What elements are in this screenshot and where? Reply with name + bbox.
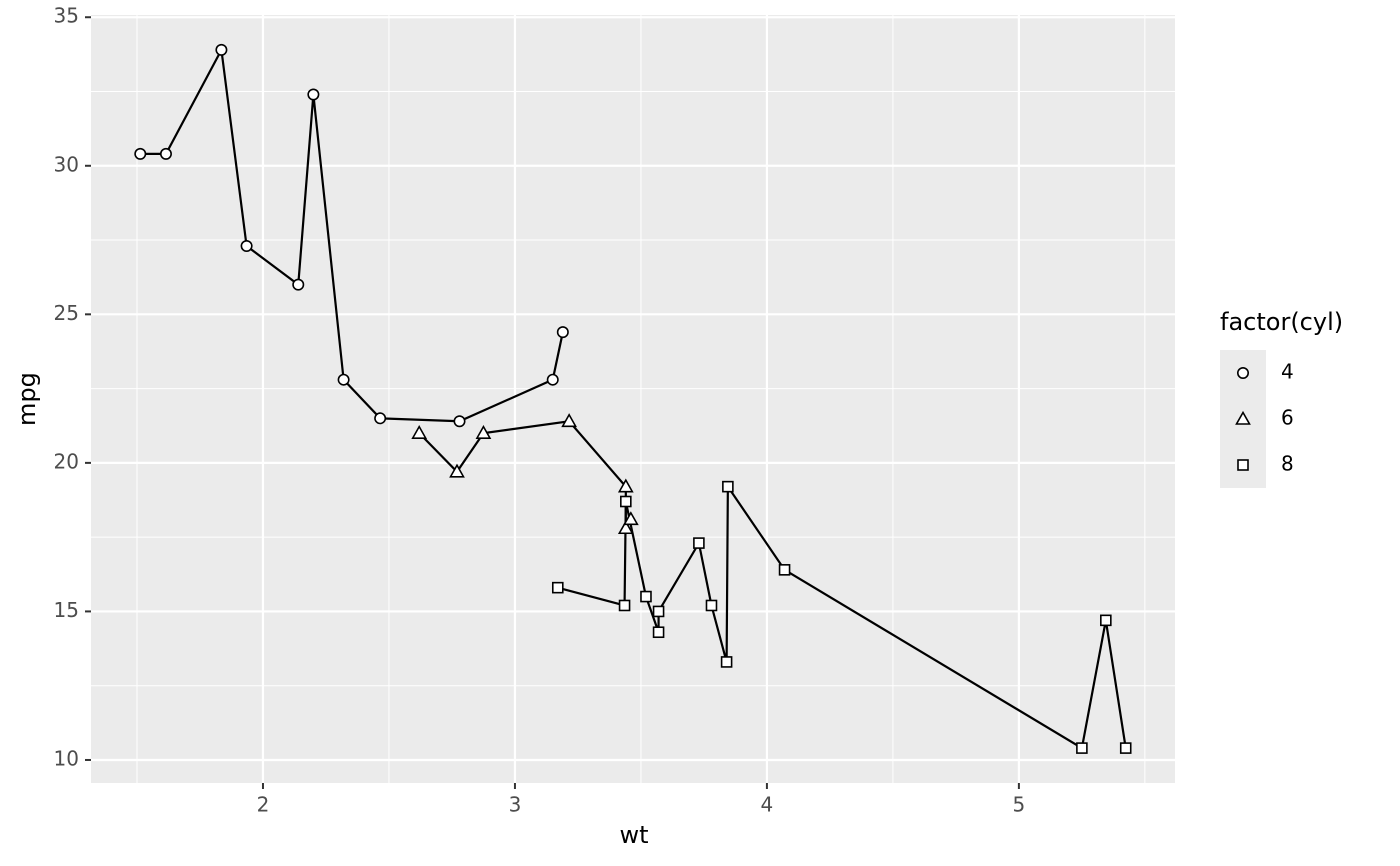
point	[778, 564, 791, 576]
point	[449, 463, 465, 478]
point	[307, 88, 320, 101]
point	[620, 495, 632, 508]
point	[411, 425, 428, 439]
point	[561, 413, 577, 428]
point	[617, 520, 634, 535]
point	[134, 147, 147, 160]
point	[1076, 742, 1088, 754]
legend-symbol	[1235, 410, 1251, 425]
point	[640, 590, 652, 603]
y-axis-title: mpg	[13, 372, 41, 426]
x-tick-label: 4	[761, 793, 774, 817]
point	[720, 656, 733, 668]
point	[1119, 742, 1132, 754]
point	[705, 599, 718, 612]
x-axis-title: wt	[619, 821, 648, 849]
point	[337, 373, 350, 386]
point	[556, 326, 569, 339]
panel	[91, 15, 1175, 783]
y-tick-label: 25	[54, 301, 79, 325]
y-tick-label: 35	[54, 4, 79, 28]
legend-label: 8	[1281, 452, 1294, 476]
legend-title: factor(cyl)	[1220, 308, 1343, 336]
x-tick-label: 5	[1013, 793, 1026, 817]
point	[215, 43, 228, 56]
legend-label: 4	[1281, 360, 1294, 384]
point	[617, 478, 634, 493]
point	[551, 581, 564, 594]
legend-symbol	[1237, 459, 1249, 471]
y-tick-label: 20	[54, 449, 79, 473]
point	[374, 412, 387, 425]
point	[618, 599, 631, 612]
point	[652, 626, 665, 639]
point	[652, 605, 665, 618]
point	[159, 147, 172, 160]
marks	[134, 43, 1132, 754]
point	[292, 278, 305, 291]
y-tick-label: 15	[54, 598, 79, 622]
point	[475, 425, 492, 439]
point	[722, 480, 734, 493]
y-tick-label: 30	[54, 152, 79, 176]
point	[1100, 614, 1112, 627]
point	[693, 537, 705, 549]
point	[240, 239, 253, 252]
y-tick-label: 10	[54, 746, 79, 770]
legend-symbol	[1237, 366, 1250, 379]
x-tick-label: 2	[257, 793, 270, 817]
grid	[91, 15, 1175, 783]
point	[622, 511, 639, 526]
point	[453, 415, 466, 428]
x-tick-label: 3	[509, 793, 522, 817]
legend-label: 6	[1281, 406, 1294, 430]
point	[546, 373, 559, 386]
